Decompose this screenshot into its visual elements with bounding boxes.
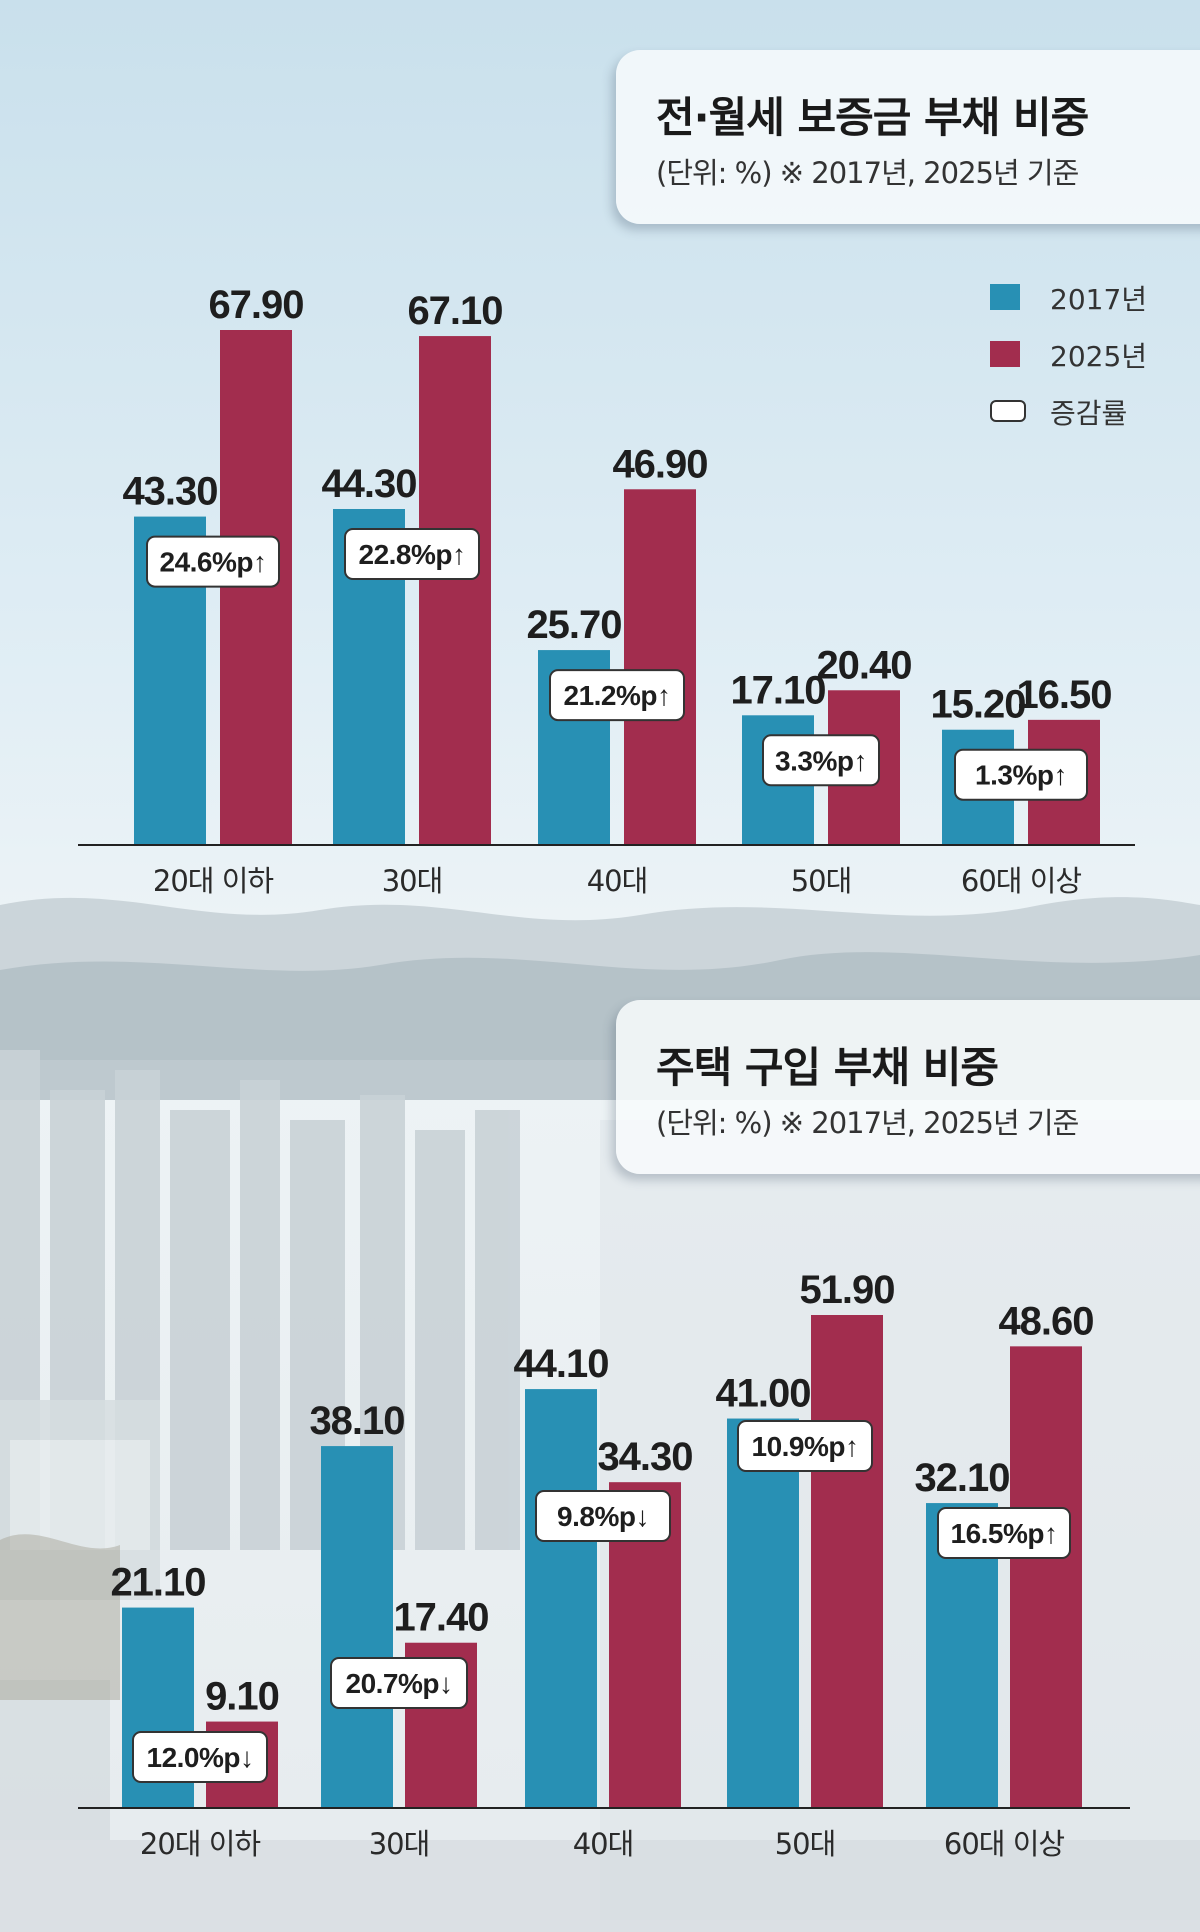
- value-label-2017: 17.10: [730, 668, 825, 712]
- bar-2017: [727, 1418, 799, 1808]
- change-label: 12.0%p↓: [147, 1742, 254, 1773]
- chart-deposit-debt: 43.30 67.90 20대 이하 24.6%p↑ 44.30 67.10 30대 22.8…: [78, 283, 1135, 898]
- change-box: [146, 535, 280, 588]
- bar-2017: [525, 1389, 597, 1808]
- value-label-2025: 34.30: [597, 1435, 692, 1479]
- legend-swatch-change: [990, 400, 1026, 422]
- value-label-2025: 67.10: [407, 289, 502, 333]
- value-label-2025: 48.60: [998, 1299, 1093, 1343]
- change-label: 9.8%p↓: [557, 1501, 649, 1532]
- chart-title: 전·월세 보증금 부채 비중: [656, 93, 1089, 142]
- legend-swatch-2025: [990, 341, 1020, 367]
- value-label-2025: 9.10: [205, 1675, 279, 1719]
- value-label-2017: 41.00: [715, 1372, 810, 1416]
- chart-title: 주택 구입 부채 비중: [656, 1043, 999, 1092]
- change-label: 1.3%p↑: [975, 760, 1067, 791]
- change-box: [549, 669, 685, 722]
- change-label: 10.9%p↑: [752, 1431, 859, 1462]
- change-label: 20.7%p↓: [346, 1668, 453, 1699]
- value-label-2025: 51.90: [799, 1268, 894, 1312]
- change-box: [132, 1731, 268, 1783]
- title-panel-2: 주택 구입 부채 비중 (단위: %) ※ 2017년, 2025년 기준: [616, 1000, 1200, 1174]
- value-label-2017: 43.30: [122, 470, 217, 514]
- category-label: 60대 이상: [961, 864, 1081, 898]
- category-label: 30대: [382, 864, 443, 898]
- chart-subtitle: (단위: %) ※ 2017년, 2025년 기준: [656, 1106, 1079, 1140]
- legend-item-2017: 2017년: [990, 276, 1190, 333]
- bar-2025: [1010, 1346, 1082, 1808]
- change-label: 24.6%p↑: [160, 547, 267, 578]
- value-label-2017: 15.20: [930, 683, 1025, 727]
- category-label: 30대: [369, 1827, 430, 1861]
- title-panel-1: 전·월세 보증금 부채 비중 (단위: %) ※ 2017년, 2025년 기준: [616, 50, 1200, 224]
- value-label-2017: 25.70: [526, 603, 621, 647]
- legend-item-2025: 2025년: [990, 333, 1190, 390]
- value-label-2025: 16.50: [1016, 673, 1111, 717]
- change-box: [344, 527, 480, 580]
- category-label: 20대 이하: [140, 1827, 260, 1861]
- change-label: 16.5%p↑: [951, 1518, 1058, 1549]
- chart-subtitle: (단위: %) ※ 2017년, 2025년 기준: [656, 156, 1079, 190]
- change-box: [762, 734, 880, 787]
- legend-item-change: 증감률: [990, 390, 1190, 447]
- change-box: [330, 1657, 468, 1709]
- value-label-2017: 32.10: [914, 1456, 1009, 1500]
- legend-label: 2017년: [1050, 283, 1148, 316]
- category-label: 40대: [587, 864, 648, 898]
- legend-label: 2025년: [1050, 340, 1148, 373]
- change-label: 3.3%p↑: [775, 745, 867, 776]
- value-label-2017: 44.10: [513, 1342, 608, 1386]
- category-label: 20대 이하: [153, 864, 273, 898]
- category-label: 60대 이상: [944, 1827, 1064, 1861]
- change-box: [937, 1507, 1071, 1559]
- change-label: 22.8%p↑: [359, 539, 466, 570]
- value-label-2025: 20.40: [816, 643, 911, 687]
- value-label-2025: 46.90: [612, 442, 707, 486]
- value-label-2017: 38.10: [309, 1399, 404, 1443]
- legend: 2017년 2025년 증감률: [990, 276, 1190, 447]
- change-label: 21.2%p↑: [564, 680, 671, 711]
- bar-2025: [419, 336, 491, 845]
- value-label-2025: 17.40: [393, 1596, 488, 1640]
- bar-2025: [811, 1315, 883, 1808]
- value-label-2017: 44.30: [321, 462, 416, 506]
- legend-label: 증감률: [1050, 397, 1128, 430]
- change-box: [737, 1420, 873, 1472]
- category-label: 40대: [573, 1827, 634, 1861]
- change-box: [954, 748, 1088, 801]
- bar-2017: [321, 1446, 393, 1808]
- value-label-2025: 67.90: [208, 283, 303, 327]
- category-label: 50대: [775, 1827, 836, 1861]
- change-box: [535, 1490, 671, 1542]
- bar-2025: [624, 489, 696, 845]
- category-label: 50대: [791, 864, 852, 898]
- value-label-2017: 21.10: [110, 1561, 205, 1605]
- legend-swatch-2017: [990, 284, 1020, 310]
